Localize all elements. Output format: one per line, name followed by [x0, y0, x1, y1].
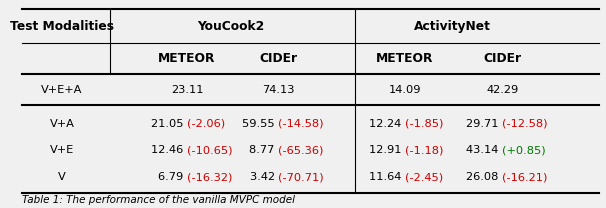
Text: (-1.18): (-1.18) [405, 145, 444, 156]
Text: CIDEr: CIDEr [259, 52, 298, 65]
Text: Table 1: The performance of the vanilla MVPC model: Table 1: The performance of the vanilla … [22, 195, 295, 205]
Text: (-70.71): (-70.71) [278, 172, 324, 182]
Text: 12.91: 12.91 [369, 145, 405, 156]
Text: 12.24: 12.24 [369, 119, 405, 129]
Text: CIDEr: CIDEr [483, 52, 521, 65]
Text: 6.79: 6.79 [158, 172, 187, 182]
Text: (-1.85): (-1.85) [405, 119, 444, 129]
Text: 59.55: 59.55 [242, 119, 278, 129]
Text: 12.46: 12.46 [151, 145, 187, 156]
Text: V+E+A: V+E+A [41, 85, 82, 95]
Text: 29.71: 29.71 [466, 119, 502, 129]
Text: (-2.45): (-2.45) [405, 172, 443, 182]
Text: V: V [58, 172, 66, 182]
Text: 74.13: 74.13 [262, 85, 295, 95]
Text: 42.29: 42.29 [486, 85, 518, 95]
Text: (+0.85): (+0.85) [502, 145, 546, 156]
Text: YouCook2: YouCook2 [198, 20, 265, 33]
Text: (-14.58): (-14.58) [278, 119, 324, 129]
Text: (-10.65): (-10.65) [187, 145, 233, 156]
Text: (-16.32): (-16.32) [187, 172, 232, 182]
Text: 21.05: 21.05 [151, 119, 187, 129]
Text: 3.42: 3.42 [250, 172, 278, 182]
Text: Test Modalities: Test Modalities [10, 20, 114, 33]
Text: 23.11: 23.11 [171, 85, 203, 95]
Text: (-65.36): (-65.36) [278, 145, 324, 156]
Text: ActivityNet: ActivityNet [414, 20, 490, 33]
Text: 8.77: 8.77 [249, 145, 278, 156]
Text: 14.09: 14.09 [388, 85, 421, 95]
Text: METEOR: METEOR [376, 52, 434, 65]
Text: (-2.06): (-2.06) [187, 119, 225, 129]
Text: (-12.58): (-12.58) [502, 119, 548, 129]
Text: V+A: V+A [50, 119, 75, 129]
Text: 43.14: 43.14 [466, 145, 502, 156]
Text: V+E: V+E [50, 145, 74, 156]
Text: 11.64: 11.64 [369, 172, 405, 182]
Text: 26.08: 26.08 [466, 172, 502, 182]
Text: METEOR: METEOR [158, 52, 216, 65]
Text: (-16.21): (-16.21) [502, 172, 548, 182]
